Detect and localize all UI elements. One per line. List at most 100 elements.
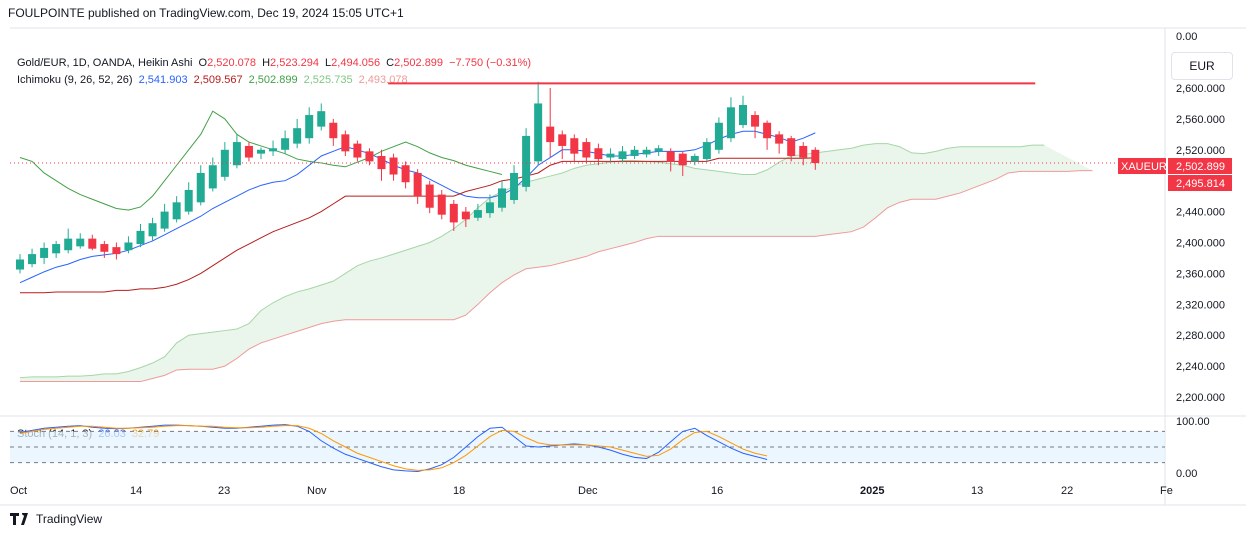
- candle-body: [799, 145, 808, 158]
- price-axis-label: 0.00: [1176, 31, 1197, 43]
- candle: [28, 248, 37, 268]
- candle-body: [522, 135, 531, 187]
- tradingview-logo-icon: [10, 513, 28, 525]
- time-axis-label: 22: [1061, 485, 1073, 497]
- candle: [305, 107, 314, 144]
- candle: [52, 240, 61, 258]
- candle-body: [317, 111, 326, 127]
- symbol-tag-bg: [1118, 158, 1166, 174]
- candle-body: [401, 165, 410, 183]
- candle-body: [678, 153, 687, 166]
- candle: [449, 200, 458, 231]
- low-value: 2,494.056: [331, 57, 381, 69]
- candle: [642, 146, 651, 158]
- candle-body: [365, 151, 374, 162]
- high-value: 2,523.294: [270, 57, 319, 69]
- price-axis-label: 2,440.000: [1176, 207, 1225, 219]
- candle-body: [148, 223, 157, 237]
- candle: [64, 228, 73, 254]
- candle: [353, 140, 362, 162]
- currency-button[interactable]: EUR: [1171, 52, 1233, 80]
- candle: [510, 165, 519, 204]
- candle: [666, 148, 675, 172]
- open-label: O: [198, 57, 208, 69]
- candle: [606, 148, 615, 162]
- candle: [208, 157, 217, 192]
- candle-body: [52, 244, 61, 254]
- candle-body: [389, 157, 398, 175]
- time-axis-label: 2025: [860, 485, 884, 497]
- last-price-tag-bg: [1168, 158, 1232, 174]
- lagging-span-line: [19, 110, 503, 211]
- tradingview-brand: TradingView: [36, 512, 103, 526]
- candle-body: [642, 149, 651, 155]
- tradingview-logo[interactable]: TradingView: [10, 512, 102, 526]
- candle-body: [377, 155, 386, 170]
- candle: [726, 97, 735, 143]
- time-axis-label: 18: [453, 485, 465, 497]
- candle: [172, 196, 181, 223]
- candle-body: [220, 149, 229, 177]
- candle-body: [196, 172, 205, 203]
- candle-body: [437, 194, 446, 215]
- candle: [196, 165, 205, 206]
- time-axis-label: 14: [130, 485, 142, 497]
- candle-body: [124, 242, 133, 251]
- candle: [281, 130, 290, 154]
- time-axis-label: Dec: [578, 485, 598, 497]
- price-legend: Gold/EUR, 1D, OANDA, Heikin Ashi O2,520.…: [17, 57, 534, 69]
- candle-body: [244, 145, 253, 158]
- candle: [594, 143, 603, 166]
- candle: [88, 234, 97, 251]
- candle-body: [16, 259, 24, 270]
- candle: [257, 147, 265, 160]
- price-axis-label: 2,280.000: [1176, 330, 1225, 342]
- candle-body: [726, 107, 735, 139]
- candle-body: [40, 247, 49, 258]
- candle: [341, 130, 350, 156]
- symbol-label: Gold/EUR, 1D, OANDA, Heikin Ashi: [17, 57, 193, 69]
- candle-body: [739, 104, 747, 126]
- candle-body: [341, 134, 350, 152]
- candle: [220, 142, 229, 181]
- last-price-tag-text: 2,502.899: [1176, 161, 1225, 173]
- candle-body: [257, 149, 265, 154]
- candle: [184, 182, 193, 215]
- candle: [534, 81, 543, 166]
- candle: [558, 130, 567, 160]
- candle: [570, 134, 579, 162]
- close-label: C: [386, 57, 395, 69]
- ichimoku-lagging-value: 2,502.899: [248, 74, 298, 86]
- candle: [293, 118, 302, 149]
- candle-body: [763, 122, 772, 139]
- candle: [546, 88, 555, 158]
- candle: [76, 233, 85, 249]
- change-value: −7.750 (−0.31%): [449, 57, 532, 69]
- price-axis-label: 2,360.000: [1176, 268, 1225, 280]
- candle: [100, 240, 109, 258]
- stoch-k-line: [19, 424, 768, 472]
- candle: [690, 153, 699, 166]
- candle-body: [413, 172, 422, 197]
- secondary-tag-text: 2,495.814: [1176, 178, 1225, 190]
- candle-body: [702, 142, 711, 160]
- time-axis-label: Nov: [307, 485, 327, 497]
- candle: [365, 148, 374, 166]
- candle-body: [160, 211, 169, 229]
- candle: [317, 103, 326, 131]
- candle: [389, 153, 398, 181]
- candle-body: [787, 138, 796, 156]
- candle-body: [582, 142, 591, 158]
- candle: [160, 203, 169, 232]
- candle: [329, 118, 338, 146]
- symbol-price-tag: XAUEUR 2,502.899: [1118, 158, 1232, 174]
- candle-body: [353, 143, 362, 158]
- leading-span-a-line: [19, 143, 1045, 379]
- candle-body: [473, 210, 482, 218]
- candle-body: [546, 126, 555, 143]
- candle-body: [305, 115, 314, 139]
- price-axis-label: 2,320.000: [1176, 299, 1225, 311]
- stoch-axis-label: 100.00: [1176, 416, 1210, 428]
- time-axis-label: Fe: [1160, 485, 1173, 497]
